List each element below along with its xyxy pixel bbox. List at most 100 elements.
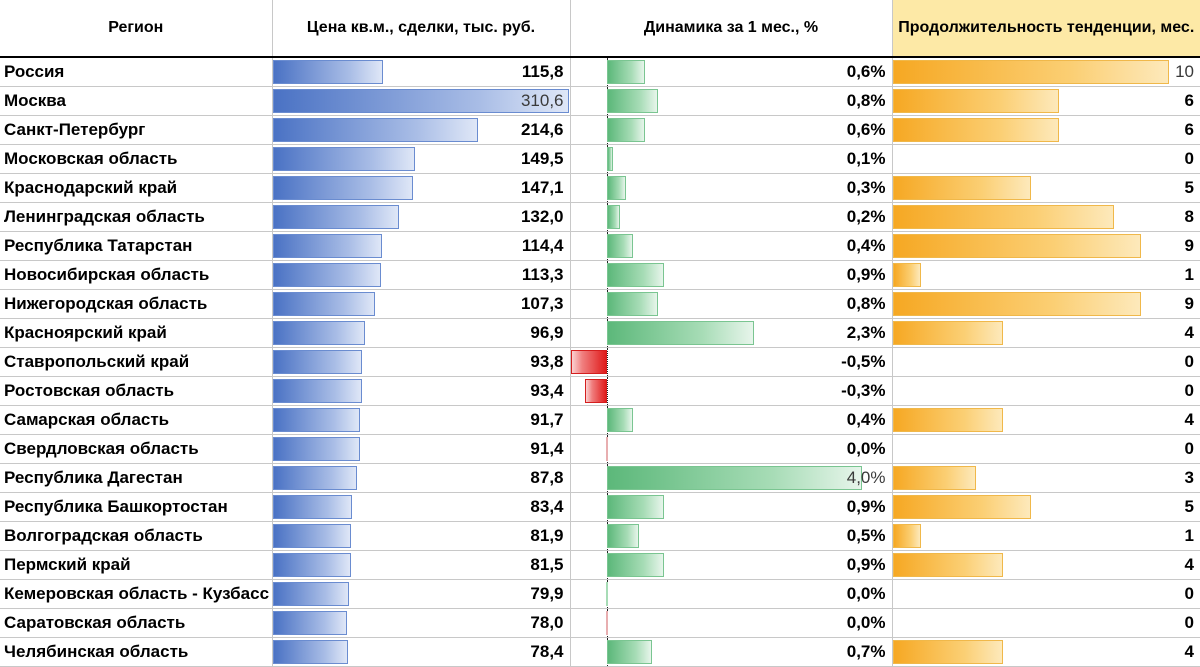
region-cell: Саратовская область (0, 608, 273, 638)
price-bar (272, 147, 415, 171)
table-row: Республика Дагестан 87,8 4,0% 3 (0, 463, 1200, 493)
trend-bar (892, 176, 1031, 200)
price-bar (272, 611, 347, 635)
table-row: Москва 310,6 0,8% 6 (0, 86, 1200, 116)
trend-cell: 6 (892, 115, 1200, 145)
price-cell: 107,3 (272, 289, 571, 319)
region-cell: Московская область (0, 144, 273, 174)
price-value: 87,8 (530, 468, 564, 487)
price-cell: 83,4 (272, 492, 571, 522)
trend-value: 0 (1184, 613, 1194, 632)
price-bar (272, 205, 399, 229)
change-cell: 0,1% (570, 144, 893, 174)
change-cell: 2,3% (570, 318, 893, 348)
region-cell: Челябинская область (0, 637, 273, 667)
trend-bar (892, 321, 1003, 345)
change-value: 0,1% (846, 149, 886, 168)
change-bar (605, 582, 608, 606)
change-bar (606, 234, 633, 258)
price-cell: 113,3 (272, 260, 571, 290)
price-bar (272, 582, 349, 606)
price-cell: 149,5 (272, 144, 571, 174)
change-value: 0,8% (846, 91, 886, 110)
trend-value: 5 (1184, 178, 1194, 197)
trend-cell: 9 (892, 289, 1200, 319)
change-value: 0,2% (846, 207, 886, 226)
table-row: Санкт-Петербург 214,6 0,6% 6 (0, 115, 1200, 145)
change-cell: 0,2% (570, 202, 893, 232)
trend-bar (892, 553, 1003, 577)
change-cell: 0,8% (570, 86, 893, 116)
table-row: Краснодарский край 147,1 0,3% 5 (0, 173, 1200, 203)
price-cell: 91,7 (272, 405, 571, 435)
table-row: Красноярский край 96,9 2,3% 4 (0, 318, 1200, 348)
change-cell: 0,6% (570, 57, 893, 87)
price-bar (272, 408, 360, 432)
price-cell: 93,8 (272, 347, 571, 377)
table-row: Волгоградская область 81,9 0,5% 1 (0, 521, 1200, 551)
trend-cell: 4 (892, 318, 1200, 348)
change-value: 0,6% (846, 62, 886, 81)
change-bar (605, 437, 608, 461)
price-cell: 81,9 (272, 521, 571, 551)
price-value: 115,8 (521, 62, 564, 81)
trend-value: 3 (1184, 468, 1194, 487)
price-bar (272, 234, 382, 258)
region-cell: Волгоградская область (0, 521, 273, 551)
region-cell: Краснодарский край (0, 173, 273, 203)
trend-cell: 1 (892, 260, 1200, 290)
trend-value: 6 (1184, 91, 1194, 110)
price-bar (272, 60, 383, 84)
price-cell: 93,4 (272, 376, 571, 406)
region-cell: Пермский край (0, 550, 273, 580)
header-change: Динамика за 1 мес., % (570, 0, 893, 58)
change-value: 0,9% (846, 265, 886, 284)
change-value: 2,3% (846, 323, 886, 342)
table-row: Нижегородская область 107,3 0,8% 9 (0, 289, 1200, 319)
trend-bar (892, 292, 1141, 316)
price-bar (272, 379, 362, 403)
change-cell: 0,9% (570, 260, 893, 290)
table-row: Новосибирская область 113,3 0,9% 1 (0, 260, 1200, 290)
region-cell: Республика Татарстан (0, 231, 273, 261)
price-value: 91,7 (530, 410, 564, 429)
table-row: Республика Татарстан 114,4 0,4% 9 (0, 231, 1200, 261)
change-value: 0,0% (846, 584, 886, 603)
change-cell: 0,0% (570, 579, 893, 609)
trend-cell: 5 (892, 492, 1200, 522)
header-region: Регион (0, 0, 273, 58)
price-value: 93,8 (530, 352, 564, 371)
change-cell: 0,4% (570, 405, 893, 435)
change-bar (606, 495, 664, 519)
change-bar (606, 147, 613, 171)
price-cell: 96,9 (272, 318, 571, 348)
trend-bar (892, 495, 1031, 519)
change-bar (606, 89, 658, 113)
trend-value: 0 (1184, 439, 1194, 458)
header-trend: Продолжительность тенденции, мес. (892, 0, 1200, 58)
price-value: 107,3 (520, 294, 564, 313)
change-cell: -0,5% (570, 347, 893, 377)
change-bar (584, 379, 607, 403)
trend-cell: 4 (892, 550, 1200, 580)
trend-bar (892, 205, 1114, 229)
trend-cell: 3 (892, 463, 1200, 493)
header-row: Регион Цена кв.м., сделки, тыс. руб. Дин… (0, 0, 1200, 58)
change-cell: 0,3% (570, 173, 893, 203)
price-value: 310,6 (520, 91, 564, 110)
price-value: 214,6 (520, 120, 564, 139)
trend-cell: 0 (892, 434, 1200, 464)
change-bar (606, 118, 645, 142)
change-value: 0,9% (846, 555, 886, 574)
region-cell: Россия (0, 57, 273, 87)
change-value: 0,5% (846, 526, 886, 545)
trend-bar (892, 234, 1141, 258)
change-bar (606, 292, 658, 316)
trend-bar (892, 263, 921, 287)
price-value: 113,3 (521, 265, 564, 284)
trend-bar (892, 466, 976, 490)
trend-value: 1 (1184, 265, 1194, 284)
price-value: 93,4 (530, 381, 564, 400)
change-value: 0,4% (846, 236, 886, 255)
region-cell: Свердловская область (0, 434, 273, 464)
